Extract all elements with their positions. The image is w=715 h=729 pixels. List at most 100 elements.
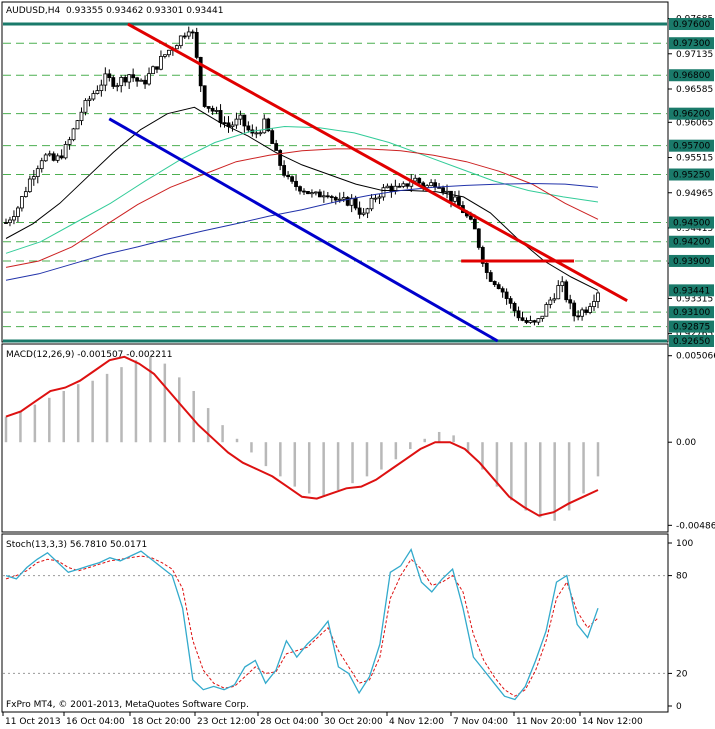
candle-body — [194, 31, 199, 58]
candle-body — [500, 288, 505, 293]
candle-body — [429, 182, 434, 187]
candle-body — [492, 281, 497, 286]
level-tag: 0.95700 — [669, 139, 714, 152]
candle-body — [210, 107, 215, 112]
candle-body — [186, 31, 191, 37]
candle-body — [592, 301, 596, 307]
macd-axis-label: -0.004868 — [676, 521, 715, 531]
candles — [4, 26, 600, 326]
candle-body — [306, 191, 310, 195]
candle-body — [139, 79, 143, 82]
level-tag-label: 0.97300 — [673, 39, 710, 49]
level-tag: 0.94500 — [669, 216, 714, 229]
candle-body — [71, 128, 76, 141]
candle-body — [246, 125, 251, 131]
candle-body — [504, 291, 509, 299]
moving-average-line — [5, 125, 599, 254]
level-tag-box — [669, 320, 714, 333]
time-axis-label: 18 Oct 20:00 — [132, 717, 191, 727]
moving-average-line — [5, 106, 599, 291]
candle-body — [472, 218, 477, 230]
candle-body — [373, 197, 378, 200]
candle-body — [198, 56, 203, 87]
candle-body — [536, 318, 541, 323]
price-panel[interactable]: AUDUSD,H4 0.93355 0.93462 0.93301 0.9344… — [1, 1, 714, 347]
candle-body — [51, 153, 56, 161]
level-tag-label: 0.96800 — [673, 71, 710, 81]
candle-body — [453, 196, 457, 202]
level-tag-label: 0.97600 — [673, 20, 710, 30]
candle-body — [345, 197, 350, 206]
stoch-axis-label: 20 — [676, 669, 688, 679]
candle-body — [151, 66, 155, 75]
candle-body — [103, 73, 108, 86]
candle-body — [147, 73, 151, 85]
candle-body — [369, 197, 374, 210]
candle-body — [67, 139, 72, 145]
candle-body — [95, 90, 100, 94]
time-axis-label: 14 Nov 12:00 — [582, 717, 643, 727]
level-tag-label: 0.96200 — [673, 110, 710, 120]
level-tag-label: 0.94500 — [673, 219, 710, 229]
candle-body — [596, 292, 600, 302]
candle-body — [468, 215, 473, 220]
candle-body — [353, 197, 358, 209]
candle-body — [99, 84, 104, 91]
candle-body — [516, 310, 521, 319]
candle-body — [115, 85, 120, 88]
copyright-text: FxPro MT4, © 2001-2013, MetaQuotes Softw… — [6, 700, 249, 710]
candle-body — [580, 309, 585, 317]
candle-body — [520, 317, 525, 321]
level-tag-label: 0.93100 — [673, 308, 710, 318]
candle-body — [270, 130, 275, 144]
macd-axis-label: 0.00 — [676, 438, 696, 448]
candle-body — [155, 66, 159, 70]
stoch-panel[interactable]: Stoch(13,3,3) 56.7810 50.0171 FxPro MT4,… — [1, 533, 693, 713]
candle-body — [548, 299, 553, 305]
candle-body — [111, 77, 116, 87]
level-tag-box — [669, 235, 714, 248]
candle-body — [258, 132, 263, 135]
candle-body — [174, 45, 179, 50]
candle-body — [4, 222, 8, 224]
candle-body — [401, 183, 406, 187]
candle-body — [560, 281, 565, 286]
time-axis-label: 16 Oct 04:00 — [66, 717, 125, 727]
candle-body — [135, 77, 140, 82]
level-tag-label: 0.93441 — [673, 286, 710, 296]
candle-body — [314, 191, 318, 194]
candle-body — [556, 285, 561, 300]
candle-body — [385, 185, 390, 189]
level-tag-box — [669, 69, 714, 82]
level-tag: 0.93441 — [669, 284, 714, 297]
candle-body — [55, 155, 60, 161]
level-tag: 0.94200 — [669, 235, 714, 248]
candle-body — [588, 306, 592, 313]
level-tag-box — [669, 254, 714, 267]
candle-body — [202, 85, 207, 107]
candle-body — [361, 212, 366, 215]
level-tag: 0.96800 — [669, 69, 714, 82]
candle-body — [317, 191, 322, 198]
candle-body — [544, 304, 549, 317]
candle-body — [576, 315, 581, 318]
level-tag-box — [669, 139, 714, 152]
candle-body — [163, 54, 167, 57]
candle-body — [381, 187, 386, 198]
moving-average-line — [5, 182, 599, 281]
candle-body — [39, 160, 44, 170]
level-tag-box — [669, 107, 714, 120]
candle-body — [27, 178, 32, 193]
candle-body — [12, 216, 16, 221]
candle-body — [341, 197, 346, 200]
candle-body — [31, 176, 36, 180]
level-tag-box — [669, 18, 714, 31]
macd-panel[interactable]: MACD(12,26,9) -0.001507 -0.002211 0.0050… — [1, 343, 715, 533]
price-axis-label: 0.92765 — [676, 330, 713, 340]
candle-body — [484, 262, 489, 273]
candle-body — [16, 207, 20, 217]
price-axis-label: 0.95515 — [676, 154, 713, 164]
candle-body — [389, 185, 394, 192]
level-tag: 0.97600 — [669, 18, 714, 31]
